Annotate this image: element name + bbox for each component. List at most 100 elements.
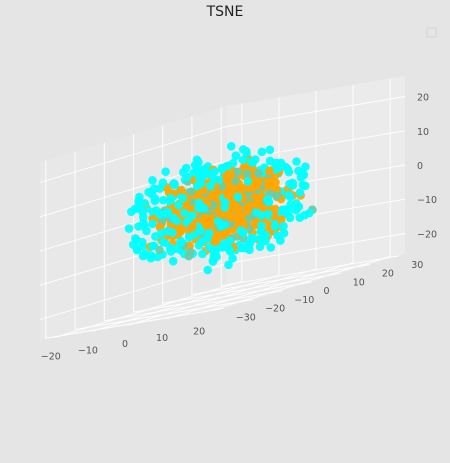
- data-point: [134, 222, 143, 231]
- data-point: [243, 177, 253, 186]
- data-point: [248, 158, 257, 167]
- y-tick-label: −10: [294, 295, 314, 306]
- data-point: [276, 158, 286, 168]
- data-point: [170, 180, 179, 189]
- data-point: [138, 237, 147, 247]
- data-point: [199, 185, 209, 195]
- data-point: [140, 222, 149, 231]
- x-tick-label: −20: [41, 352, 61, 363]
- data-point: [246, 200, 255, 210]
- data-point: [177, 185, 186, 195]
- data-point: [189, 230, 199, 240]
- x-tick-label: 0: [122, 339, 128, 350]
- data-point: [248, 164, 257, 173]
- data-point: [218, 243, 227, 252]
- data-point: [178, 193, 188, 203]
- x-tick-label: −10: [78, 345, 98, 356]
- data-point: [196, 226, 205, 235]
- data-point: [172, 216, 182, 226]
- data-point: [285, 192, 295, 201]
- data-point: [183, 172, 192, 182]
- data-point: [210, 175, 219, 184]
- data-point: [305, 208, 314, 218]
- data-point: [298, 180, 308, 190]
- z-tick-label: −10: [417, 195, 437, 206]
- data-point: [155, 245, 164, 255]
- data-point: [228, 254, 237, 263]
- data-point: [208, 200, 218, 210]
- data-point: [174, 224, 184, 234]
- data-point: [236, 226, 245, 235]
- data-point: [294, 166, 303, 176]
- data-point: [266, 183, 276, 192]
- data-point: [292, 199, 301, 208]
- data-point: [153, 252, 162, 262]
- data-point: [192, 181, 202, 191]
- data-point: [225, 236, 234, 245]
- data-point: [135, 192, 144, 202]
- z-grid-line: [39, 130, 406, 218]
- data-point: [163, 226, 173, 236]
- data-point: [187, 211, 197, 220]
- tick-labels: −20 −10 0 10 20 −30 −20 −10 0 10 20 30 −20 −10 0 10 20: [41, 93, 437, 363]
- data-point: [159, 195, 168, 205]
- data-point: [127, 207, 136, 217]
- data-point: [132, 245, 142, 255]
- data-point: [279, 221, 288, 231]
- data-point: [138, 207, 147, 217]
- data-point: [181, 163, 191, 173]
- data-point: [242, 149, 251, 158]
- data-point: [236, 214, 245, 224]
- z-tick-label: −20: [417, 230, 437, 241]
- x-tick-label: 20: [193, 327, 205, 338]
- data-point: [233, 167, 243, 177]
- data-point: [198, 172, 207, 181]
- data-point: [156, 229, 166, 238]
- data-point: [176, 238, 185, 247]
- data-point: [225, 244, 235, 254]
- data-point: [266, 243, 276, 252]
- data-point: [237, 243, 247, 253]
- data-point: [197, 237, 206, 246]
- data-point: [174, 201, 183, 210]
- data-point: [249, 233, 258, 243]
- data-point: [245, 245, 254, 255]
- data-point: [279, 206, 289, 215]
- data-point: [187, 187, 196, 196]
- data-point: [224, 260, 233, 270]
- data-point: [220, 203, 229, 212]
- data-point: [252, 178, 262, 187]
- data-point: [276, 236, 285, 245]
- data-point: [255, 242, 265, 251]
- data-point: [161, 167, 170, 176]
- data-point: [257, 221, 266, 230]
- y-tick-label: 30: [411, 260, 423, 271]
- data-point: [203, 265, 212, 275]
- data-point: [301, 162, 310, 171]
- data-point: [198, 249, 207, 259]
- data-point: [124, 224, 134, 233]
- data-point: [140, 199, 149, 208]
- data-point: [180, 208, 189, 218]
- data-point: [264, 197, 274, 207]
- data-point: [264, 209, 273, 219]
- z-tick-label: 0: [417, 161, 423, 172]
- y-grid-line: [74, 151, 254, 331]
- data-point: [184, 251, 194, 261]
- data-point: [148, 241, 157, 251]
- y-tick-label: −30: [236, 312, 256, 323]
- data-point: [257, 211, 266, 220]
- data-point: [279, 228, 289, 238]
- x-tick-label: 10: [156, 333, 168, 344]
- y-tick-label: 0: [324, 286, 330, 297]
- data-point: [257, 147, 267, 157]
- data-point: [205, 228, 214, 238]
- y-grid-line: [45, 160, 224, 339]
- data-point: [150, 196, 160, 206]
- data-point: [206, 181, 215, 191]
- data-point: [234, 204, 244, 214]
- data-point: [217, 221, 227, 231]
- data-point: [295, 188, 305, 197]
- data-point: [209, 251, 219, 261]
